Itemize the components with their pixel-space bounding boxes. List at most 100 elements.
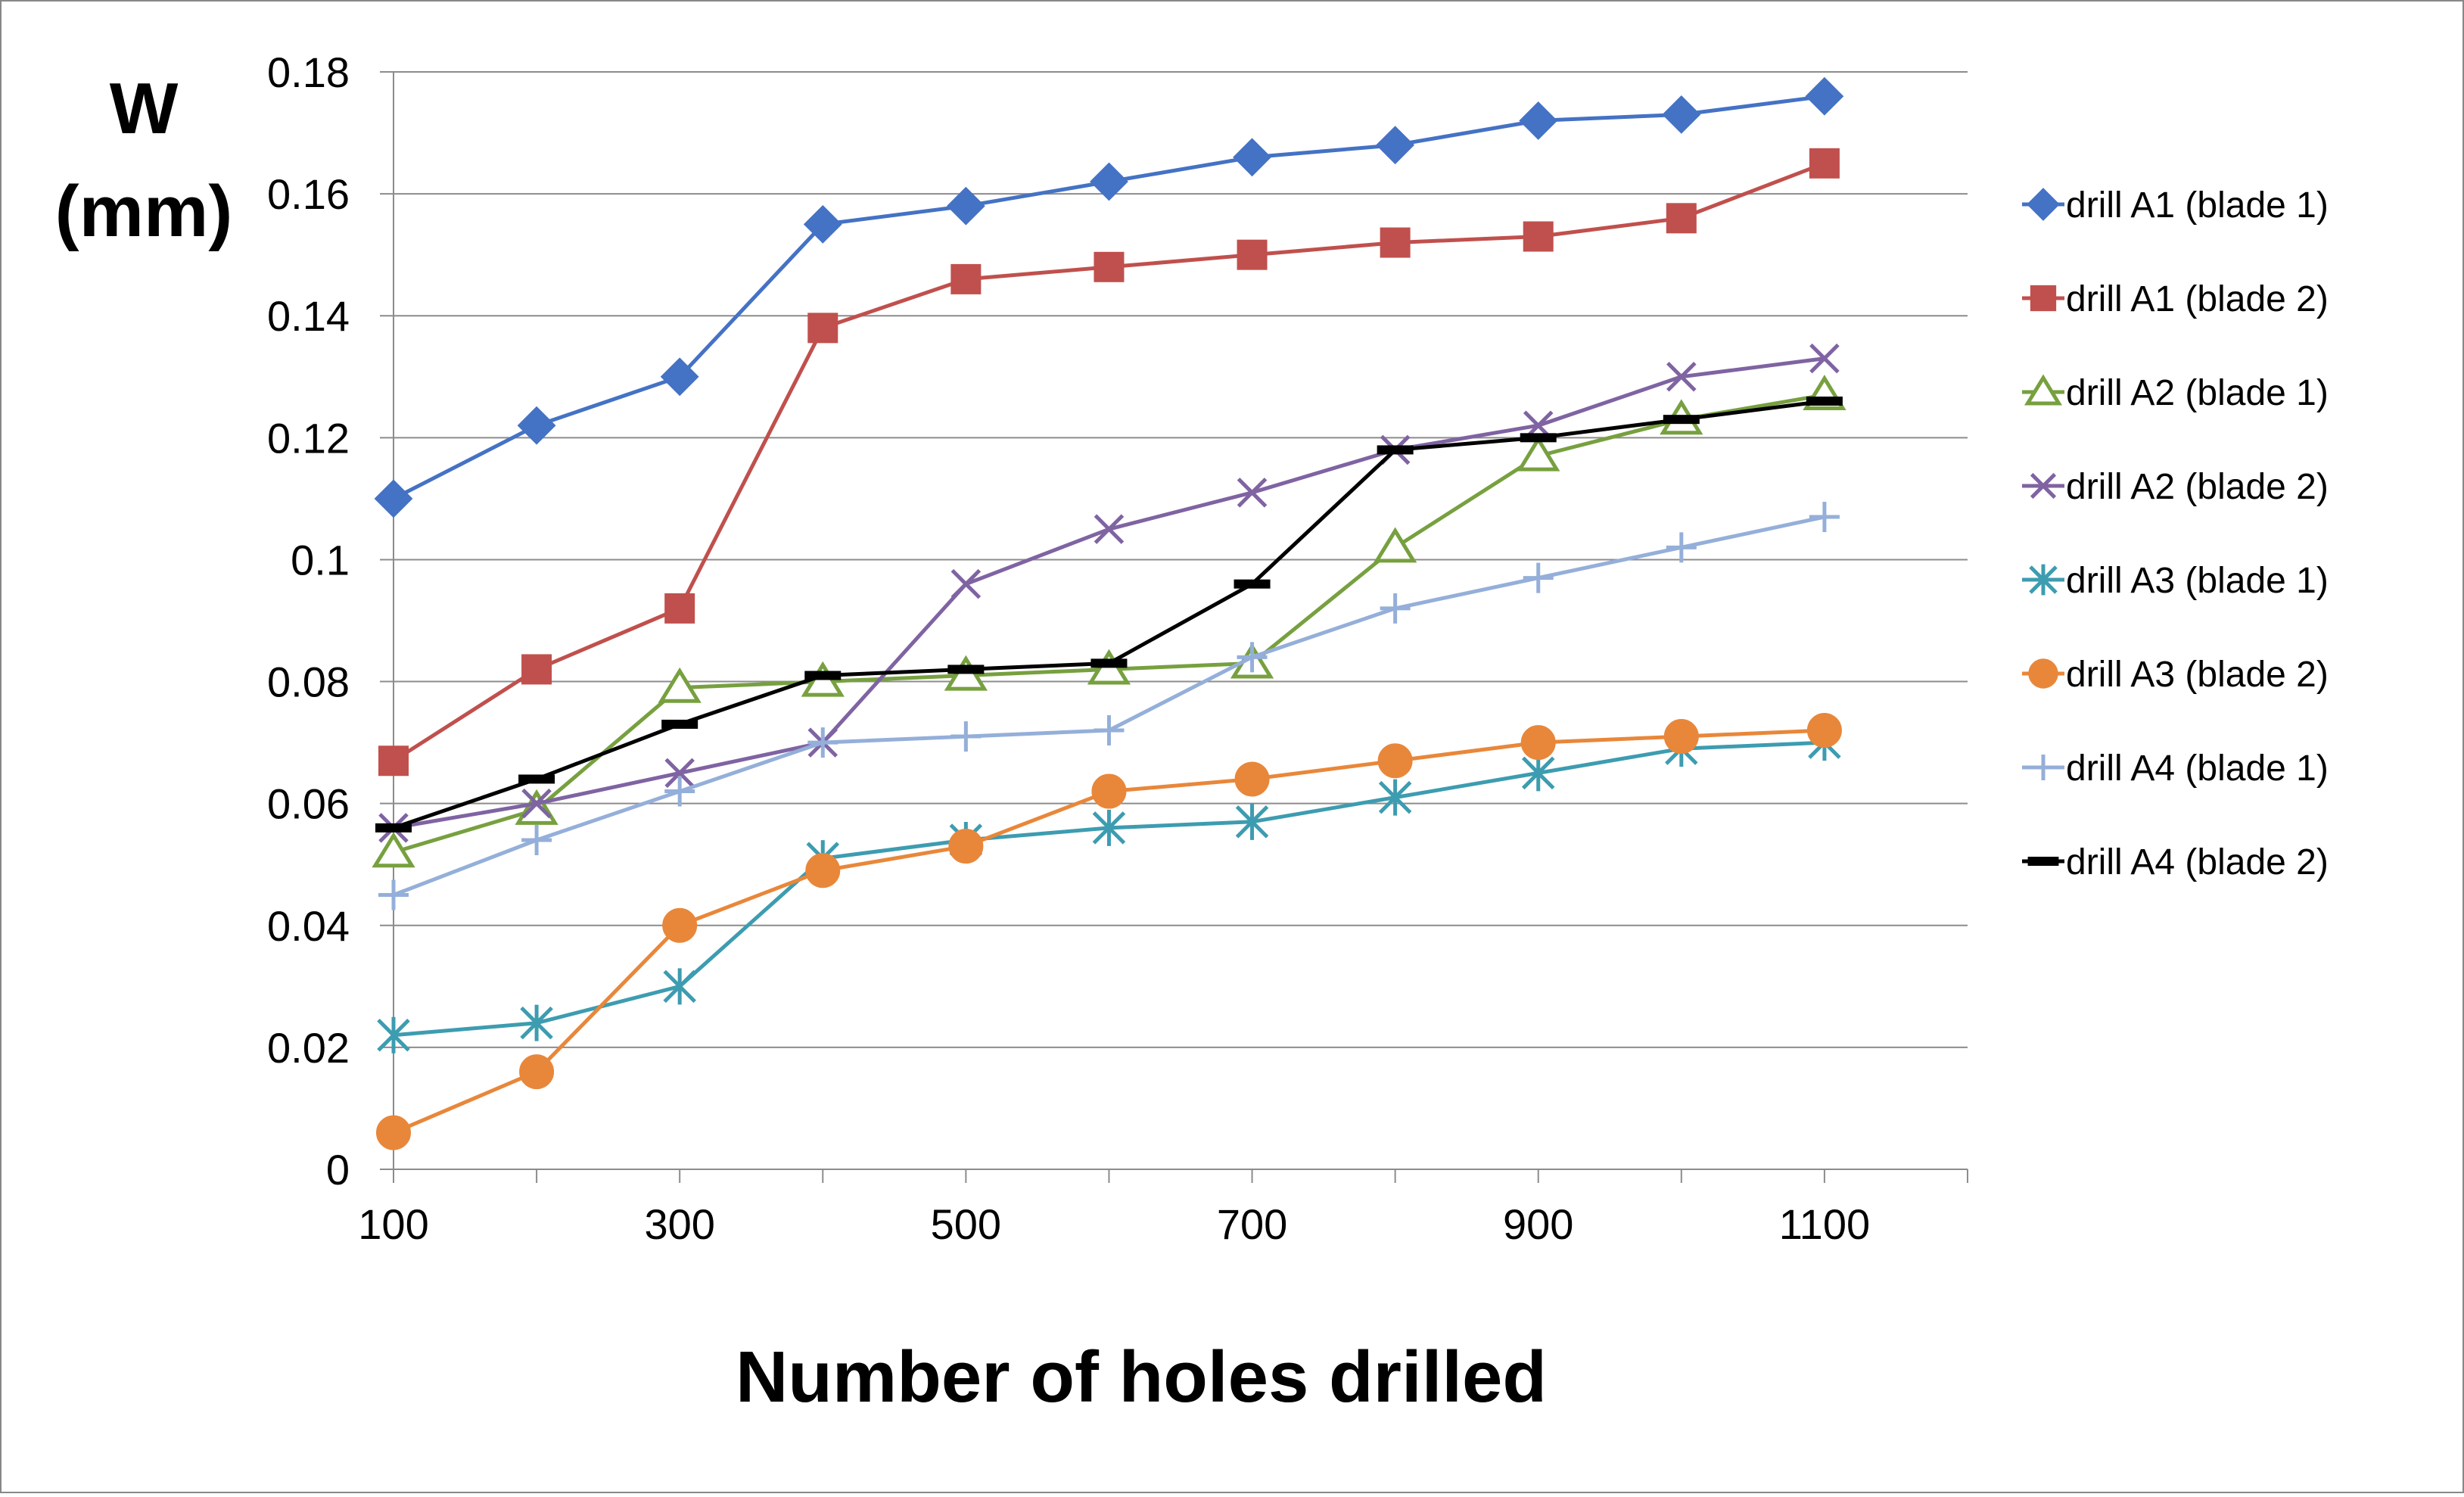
data-point (1237, 478, 1268, 508)
data-point (1666, 203, 1697, 234)
x-tick-label: 500 (931, 1200, 1001, 1248)
triangle-marker (372, 832, 415, 868)
data-point (1090, 658, 1128, 668)
data-point (946, 186, 985, 226)
x-marker-stroke (1237, 478, 1268, 508)
data-point (1094, 715, 1125, 745)
y-tick-label: 0.02 (267, 1024, 350, 1072)
y-tick-label: 0.06 (267, 780, 350, 828)
series-8 (375, 397, 1843, 833)
x-marker-stroke (950, 568, 982, 599)
data-point (520, 1004, 553, 1041)
data-point (1233, 138, 1271, 177)
data-point (1519, 101, 1558, 140)
triangle-marker (1517, 435, 1560, 472)
legend-item: drill A1 (blade 2) (2022, 279, 2329, 319)
legend-label: drill A1 (blade 1) (2066, 185, 2329, 226)
series-2 (378, 148, 1840, 777)
diamond-marker (1519, 101, 1558, 140)
diamond-marker (1090, 162, 1128, 201)
x-tick-label: 1100 (1779, 1200, 1870, 1248)
data-point (1521, 755, 1555, 792)
diamond-marker (1233, 138, 1271, 177)
data-point (661, 719, 698, 729)
data-point (660, 357, 699, 397)
series-6 (376, 713, 1842, 1150)
data-point (2024, 374, 2063, 406)
square-marker (1666, 203, 1697, 234)
data-point (521, 788, 552, 819)
x-tick-label: 700 (1217, 1200, 1287, 1248)
data-point (2030, 755, 2056, 780)
data-point (1234, 579, 1271, 589)
data-point (2029, 564, 2058, 596)
legend-item: drill A3 (blade 1) (2022, 561, 2329, 601)
legend-label: drill A2 (blade 2) (2066, 467, 2329, 507)
data-point (1234, 761, 1270, 797)
data-point (1237, 239, 1268, 270)
data-point (372, 832, 415, 868)
axes: 0 0.02 0.04 0.06 0.08 0.1 0.12 0.14 0.16 0.18 100 3… (267, 48, 1968, 1248)
x-tick-label: 100 (358, 1200, 428, 1248)
legend-label: drill A4 (blade 1) (2066, 748, 2329, 789)
data-point (1520, 433, 1557, 443)
dash-marker (804, 671, 842, 680)
data-point (1806, 713, 1842, 748)
series-4 (378, 343, 1840, 843)
circle-marker (948, 829, 984, 864)
circle-marker (1806, 713, 1842, 748)
triangle-marker (515, 789, 558, 825)
x-tick-label: 900 (1503, 1200, 1573, 1248)
data-point (1809, 343, 1840, 374)
square-marker (378, 745, 409, 777)
data-point (1376, 126, 1415, 165)
data-point (517, 406, 556, 445)
series-1 (374, 76, 1844, 518)
data-point (807, 313, 838, 344)
data-point (1805, 76, 1844, 116)
square-marker (664, 593, 695, 624)
y-tick-label: 0.18 (267, 48, 350, 96)
legend-item: drill A2 (blade 1) (2022, 373, 2329, 413)
circle-marker (1663, 719, 1699, 755)
legend-item: drill A3 (blade 2) (2022, 655, 2329, 695)
data-point (377, 1016, 410, 1054)
circle-marker (1234, 761, 1270, 797)
data-point (1523, 562, 1554, 593)
legend-item: drill A2 (blade 2) (2022, 467, 2329, 507)
square-marker (950, 263, 982, 294)
data-point (1809, 502, 1840, 533)
dash-marker (1520, 433, 1557, 443)
data-point (1663, 415, 1700, 425)
legend-label: drill A2 (blade 1) (2066, 373, 2329, 413)
data-point (1662, 95, 1701, 134)
triangle-marker (2024, 374, 2063, 406)
legend-label: drill A1 (blade 2) (2066, 279, 2329, 319)
data-point (804, 671, 842, 680)
dash-marker (1234, 579, 1271, 589)
data-point (521, 654, 552, 685)
x-axis-title: Number of holes drilled (736, 1337, 1547, 1418)
triangle-marker (1373, 527, 1417, 563)
square-marker (807, 313, 838, 344)
diamond-marker (374, 479, 413, 518)
legend: drill A1 (blade 1) drill A1 (blade 2) dril… (2022, 185, 2329, 882)
x-marker-stroke (2030, 472, 2057, 500)
data-point (662, 907, 698, 943)
data-point (1663, 719, 1699, 755)
dash-marker (1663, 415, 1700, 425)
data-point (2028, 658, 2058, 689)
data-point (805, 853, 841, 889)
diamond-marker (1662, 95, 1701, 134)
legend-label: drill A4 (blade 2) (2066, 842, 2329, 882)
data-point (950, 263, 982, 294)
square-marker (1523, 221, 1554, 252)
circle-marker (2028, 658, 2058, 689)
y-axis-title-line-2: (mm) (55, 171, 233, 252)
data-point (374, 479, 413, 518)
y-tick-label: 0.16 (267, 170, 350, 218)
dash-marker (1090, 658, 1128, 668)
data-point (1237, 642, 1268, 673)
data-point (950, 721, 982, 752)
